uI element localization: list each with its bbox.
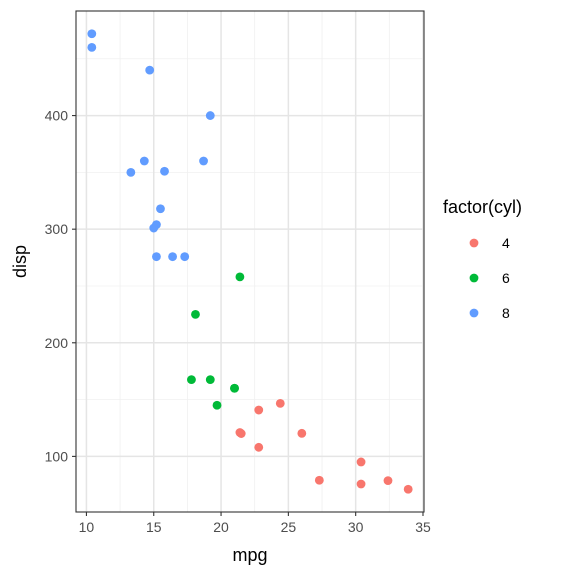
x-axis-title: mpg <box>232 545 267 565</box>
data-point-cyl-4 <box>235 428 245 437</box>
data-point-cyl-8 <box>199 156 208 166</box>
minor-grid <box>76 11 424 512</box>
y-tick-label: 100 <box>45 448 69 464</box>
data-points <box>87 29 413 494</box>
y-tick-label: 300 <box>45 221 69 237</box>
data-point-cyl-8 <box>152 252 161 262</box>
data-point-cyl-8 <box>126 167 136 177</box>
legend-label-cyl-4: 4 <box>502 235 510 251</box>
data-point-cyl-8 <box>205 111 215 120</box>
legend: factor(cyl) 4 6 8 <box>443 197 522 321</box>
data-point-cyl-4 <box>356 479 366 489</box>
data-point-cyl-8 <box>180 252 190 262</box>
data-point-cyl-4 <box>314 475 324 485</box>
legend-title: factor(cyl) <box>443 197 522 217</box>
legend-key-cyl-4 <box>469 238 479 248</box>
data-point-cyl-8 <box>145 65 155 75</box>
data-point-cyl-4 <box>403 484 413 494</box>
x-tick-label: 25 <box>281 519 297 535</box>
data-point-cyl-6 <box>191 309 200 319</box>
x-tick-label: 35 <box>415 519 431 535</box>
x-tick-label: 15 <box>146 519 162 535</box>
data-point-cyl-4 <box>275 398 285 408</box>
legend-key-cyl-8 <box>469 308 479 318</box>
data-point-cyl-4 <box>356 457 366 467</box>
legend-label-cyl-8: 8 <box>502 305 510 321</box>
data-point-cyl-6 <box>235 272 245 282</box>
x-axis-ticks: 10 15 20 25 30 35 <box>79 512 431 535</box>
data-point-cyl-6 <box>230 383 239 393</box>
data-point-cyl-8 <box>168 252 177 262</box>
data-point-cyl-8 <box>87 43 97 52</box>
x-tick-label: 20 <box>213 519 229 535</box>
y-tick-label: 200 <box>45 335 69 351</box>
x-tick-label: 10 <box>79 519 95 535</box>
panel-border <box>75 10 425 513</box>
major-grid <box>76 11 424 512</box>
data-point-cyl-6 <box>212 400 222 410</box>
data-point-cyl-4 <box>254 405 264 415</box>
data-point-cyl-4 <box>254 442 264 452</box>
y-axis-ticks: 100 200 300 400 <box>45 108 76 464</box>
data-point-cyl-6 <box>187 375 196 384</box>
data-point-cyl-8 <box>156 204 165 214</box>
x-tick-label: 30 <box>348 519 364 535</box>
data-point-cyl-4 <box>383 476 393 485</box>
legend-key-cyl-6 <box>469 273 479 283</box>
legend-label-cyl-6: 6 <box>502 270 510 286</box>
data-point-cyl-8 <box>87 29 97 39</box>
data-point-cyl-8 <box>160 166 169 176</box>
data-point-cyl-8 <box>149 223 159 233</box>
data-point-cyl-8 <box>139 156 149 166</box>
data-point-cyl-6 <box>205 375 215 384</box>
y-tick-label: 400 <box>45 108 69 124</box>
y-axis-title: disp <box>10 245 30 278</box>
data-point-cyl-4 <box>297 428 307 438</box>
